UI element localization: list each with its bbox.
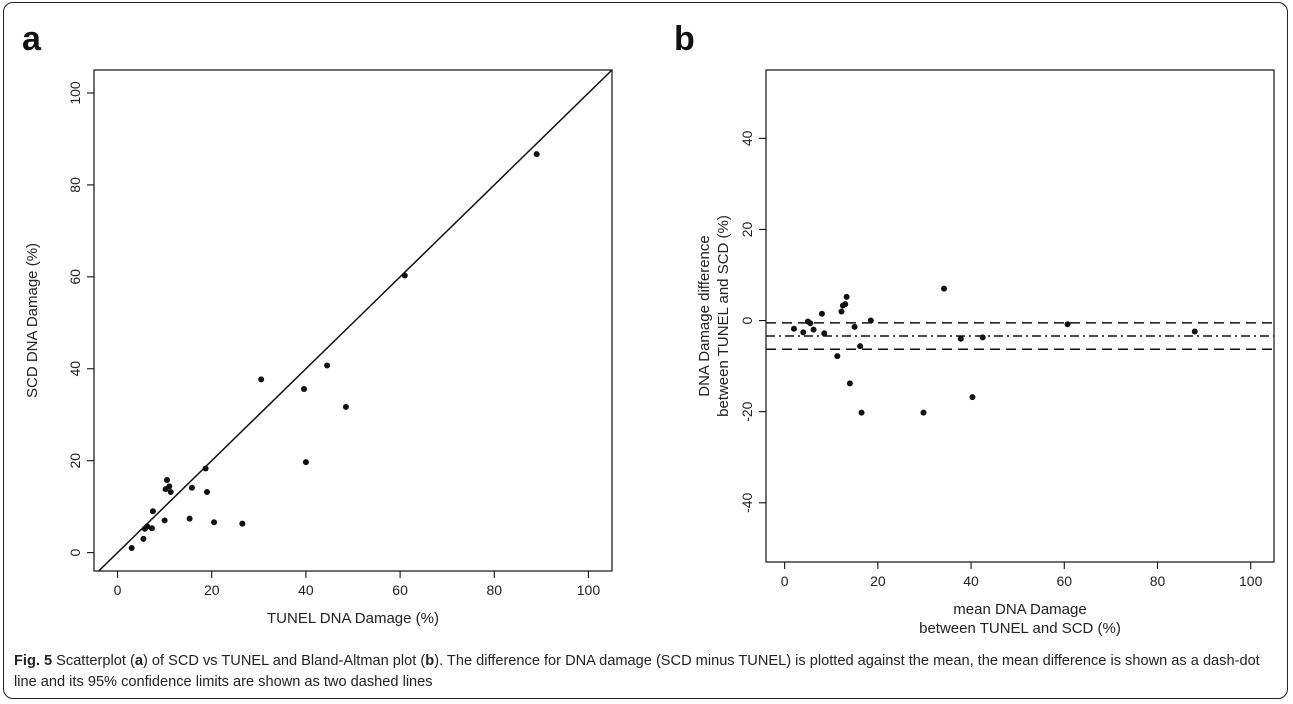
panel-b-data-point — [834, 353, 841, 360]
caption-panel-ref-b: b — [425, 653, 435, 669]
figure-frame — [3, 2, 1288, 699]
panel-a-data-point — [149, 508, 156, 515]
panel-a-data-point — [533, 151, 540, 158]
panel-b-data-point — [821, 330, 828, 337]
panel-a-x-axis-label: TUNEL DNA Damage (%) — [267, 610, 439, 627]
panel-b-data-point — [800, 329, 807, 336]
panel-b-x-tick-label: 40 — [963, 573, 979, 589]
caption-label: Fig. 5 — [14, 653, 53, 669]
panel-a-plot: 0 20 40 60 80 100 0 20 40 60 80 100 TUNEL DNA Damage… — [24, 69, 613, 627]
panel-a-data-point — [167, 488, 174, 495]
panel-a-data-point — [161, 517, 168, 524]
panel-a-plot-frame — [93, 69, 613, 572]
panel-a-data-point — [140, 535, 147, 542]
panel-b-data-point — [920, 409, 927, 416]
panel-a-data-point — [401, 272, 408, 279]
panel-a-data-point — [301, 385, 308, 392]
panel-a-data-point — [302, 459, 309, 466]
panel-a-x-tick-label: 40 — [298, 582, 314, 598]
panel-b-plot-area — [766, 285, 1274, 416]
panel-a-y-tick-label: 60 — [67, 269, 83, 285]
panel-b-y-axis-label: DNA Damage difference — [696, 235, 713, 396]
panel-b-y-tick-label: -20 — [739, 401, 755, 421]
panel-b-data-point — [1191, 328, 1198, 335]
panel-b-data-point — [818, 310, 825, 317]
panel-a-identity-line — [97, 70, 612, 571]
panel-b-y-tick-label: 20 — [739, 221, 755, 237]
panel-a-y-tick-label: 0 — [67, 549, 83, 557]
panel-b-letter: b — [674, 20, 695, 58]
panel-a-x-tick-label: 60 — [392, 582, 408, 598]
panel-a-data-point — [202, 465, 209, 472]
panel-b-data-point — [843, 293, 850, 300]
panel-a-data-point — [128, 545, 135, 552]
panel-a-data-point — [144, 523, 151, 530]
panel-a-y-tick-label: 80 — [67, 177, 83, 193]
panel-a-y-tick-label: 20 — [67, 453, 83, 469]
panel-b-data-point — [790, 325, 797, 332]
panel-b-data-point — [957, 335, 964, 342]
panel-b-x-tick-label: 60 — [1056, 573, 1072, 589]
panel-b-x-axis-label: mean DNA Damage — [953, 601, 1086, 618]
panel-a-data-point — [211, 519, 218, 526]
panel-a-data-point — [258, 376, 265, 383]
panel-b-x-tick-label: 80 — [1150, 573, 1166, 589]
panel-a-data-point — [188, 484, 195, 491]
panel-b-data-point — [807, 320, 814, 327]
panel-b-data-point — [1064, 321, 1071, 328]
panel-a-y-axis-label: SCD DNA Damage (%) — [24, 243, 41, 398]
panel-b-x-tick-label: 20 — [870, 573, 886, 589]
panel-b-x-tick-label: 0 — [781, 573, 789, 589]
panel-a-data-point — [163, 476, 170, 483]
panel-a-data-point — [186, 515, 193, 522]
panel-b-data-point — [867, 317, 874, 324]
panel-b-data-point — [846, 380, 853, 387]
panel-b-y-tick-label: 40 — [739, 130, 755, 146]
panel-a-x-tick-label: 100 — [577, 582, 601, 598]
panel-b-data-point — [941, 285, 948, 292]
caption-panel-ref-a: a — [134, 653, 143, 669]
panel-b-data-point — [979, 334, 986, 341]
panel-b-data-point — [838, 308, 845, 315]
panel-a-x-tick-label: 0 — [114, 582, 122, 598]
panel-b-data-point — [842, 301, 849, 308]
panel-b-data-point — [969, 394, 976, 401]
panel-b-x-axis-label: between TUNEL and SCD (%) — [919, 620, 1121, 637]
panel-a-data-point — [148, 525, 155, 532]
panel-b-x-tick-label: 100 — [1239, 573, 1263, 589]
panel-b-plot: 0 20 40 60 80 100 -40 -20 0 20 40 mean DNA Damage be… — [696, 69, 1275, 637]
panel-a-plot-area — [97, 70, 612, 571]
figure-canvas: a b 0 20 40 60 80 100 0 20 40 60 80 100 TUNEL DNA Da… — [22, 20, 1275, 637]
panel-a-x-tick-label: 80 — [486, 582, 502, 598]
panel-a-data-point — [204, 488, 211, 495]
figure-caption: Fig. 5 Scatterplot (a) of SCD vs TUNEL a… — [14, 651, 1274, 693]
panel-b-y-tick-label: -40 — [739, 492, 755, 512]
panel-b-data-point — [851, 323, 858, 330]
panel-b-y-tick-label: 0 — [739, 316, 755, 324]
panel-b-data-point — [810, 326, 817, 333]
panel-a-x-tick-label: 20 — [204, 582, 220, 598]
panel-b-plot-frame — [765, 69, 1275, 563]
panel-b-data-point — [857, 343, 864, 350]
panel-a-data-point — [324, 362, 331, 369]
caption-text: Scatterplot (a) of SCD vs TUNEL and Blan… — [14, 653, 1260, 690]
panel-a-data-point — [239, 520, 246, 527]
panel-a-data-point — [166, 483, 173, 490]
panel-b-y-axis-label: between TUNEL and SCD (%) — [715, 215, 732, 417]
panel-a-data-point — [342, 403, 349, 410]
panel-a-y-tick-label: 40 — [67, 361, 83, 377]
panel-a-y-tick-label: 100 — [67, 81, 83, 105]
panel-b-data-point — [858, 409, 865, 416]
panel-a-letter: a — [22, 20, 42, 58]
